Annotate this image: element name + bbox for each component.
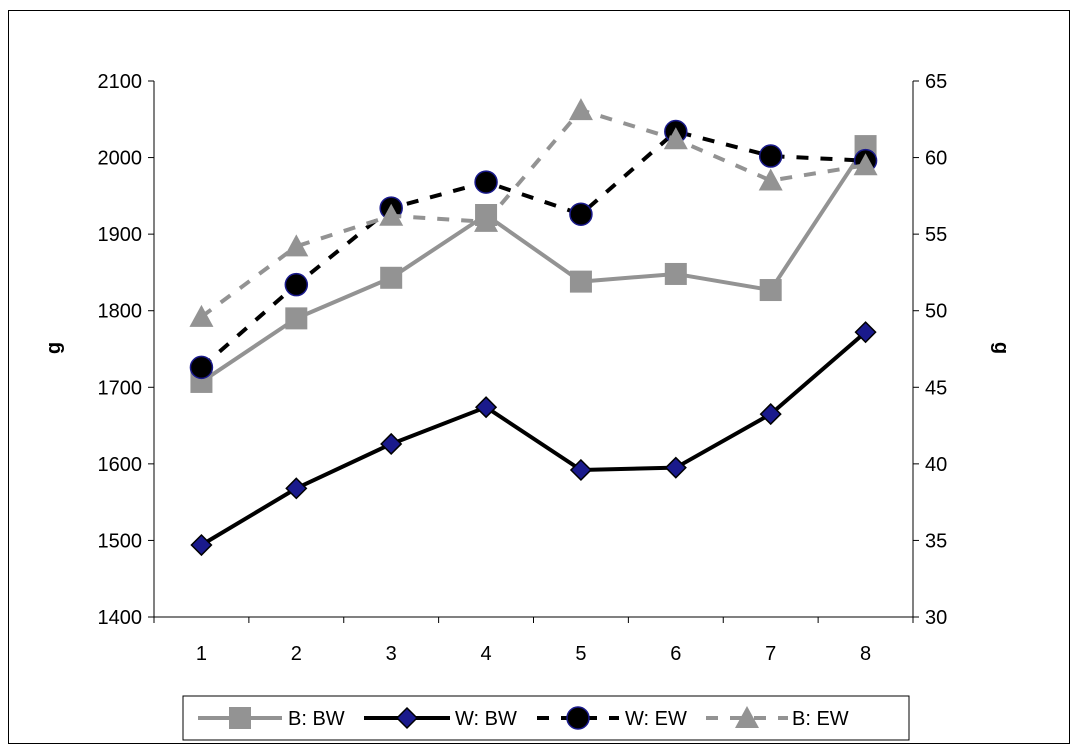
data-point xyxy=(569,458,592,482)
x-tick-label: 7 xyxy=(765,643,776,665)
series-line xyxy=(200,144,868,384)
legend-marker xyxy=(395,706,419,730)
data-point xyxy=(475,396,498,419)
legend-marker xyxy=(735,706,759,728)
legend: B: BW W: BW W: EW B: EW xyxy=(182,695,910,741)
y-left-tick-label: 2100 xyxy=(98,71,143,93)
legend-label: W: BW xyxy=(455,708,517,730)
data-point xyxy=(663,127,688,150)
data-point xyxy=(380,266,403,289)
data-point xyxy=(190,533,213,557)
x-tick-label: 1 xyxy=(196,643,207,665)
y-right-tick-label: 50 xyxy=(925,301,947,323)
y-left-tick-label: 1400 xyxy=(98,607,143,629)
y-left-tick-label: 1500 xyxy=(98,530,143,552)
data-point xyxy=(189,304,214,327)
series-b-ew xyxy=(189,98,878,327)
data-point xyxy=(189,355,214,380)
data-point xyxy=(284,272,309,297)
legend-marker xyxy=(566,706,590,730)
data-point xyxy=(474,170,498,194)
y-left-tick-label: 1900 xyxy=(98,224,143,246)
y-right-tick-label: 40 xyxy=(925,454,947,476)
series-layer xyxy=(189,98,878,557)
data-point xyxy=(569,202,593,226)
data-point xyxy=(474,209,499,232)
legend-label: W: EW xyxy=(625,708,687,730)
data-point xyxy=(664,262,687,285)
x-tick-label: 2 xyxy=(291,643,302,665)
data-point xyxy=(285,307,308,330)
data-point xyxy=(664,456,687,479)
y-right-tick-label: 55 xyxy=(925,224,947,246)
data-point xyxy=(758,144,783,168)
data-point xyxy=(853,153,878,176)
y-left-tick-label: 1700 xyxy=(98,377,143,399)
x-tick-label: 4 xyxy=(481,643,492,665)
x-tick-label: 6 xyxy=(670,643,681,665)
series-line xyxy=(200,330,867,547)
legend-label: B: EW xyxy=(792,708,849,730)
chart-frame xyxy=(8,10,1070,744)
y-axis-left-label: g xyxy=(43,342,65,354)
series-line xyxy=(200,129,866,369)
data-point xyxy=(759,403,782,426)
data-point xyxy=(568,98,593,121)
series-b-bw xyxy=(190,135,877,393)
y-left-tick-label: 1600 xyxy=(98,454,143,476)
series-w-bw xyxy=(190,321,877,557)
data-point xyxy=(759,279,782,302)
y-right-tick-label: 35 xyxy=(925,530,947,552)
data-point xyxy=(379,203,404,226)
legend-marker xyxy=(229,707,251,729)
x-tick-label: 3 xyxy=(386,643,397,665)
y-left-tick-label: 2000 xyxy=(98,148,143,170)
data-point xyxy=(380,432,403,456)
axes: 1400150016001700180019002000210030354045… xyxy=(98,71,948,665)
data-point xyxy=(854,321,877,344)
y-right-tick-label: 65 xyxy=(925,71,947,93)
legend-label: B: BW xyxy=(288,708,345,730)
y-left-tick-label: 1800 xyxy=(98,301,143,323)
y-right-tick-label: 45 xyxy=(925,377,947,399)
x-tick-label: 5 xyxy=(575,643,586,665)
x-tick-label: 8 xyxy=(860,643,871,665)
y-right-tick-label: 30 xyxy=(925,607,947,629)
data-point xyxy=(284,234,309,257)
data-point xyxy=(285,477,308,500)
series-line xyxy=(200,108,866,319)
y-right-tick-label: 60 xyxy=(925,148,947,170)
data-point xyxy=(758,168,783,191)
data-point xyxy=(569,270,592,293)
y-axis-right-label: g xyxy=(990,342,1012,354)
